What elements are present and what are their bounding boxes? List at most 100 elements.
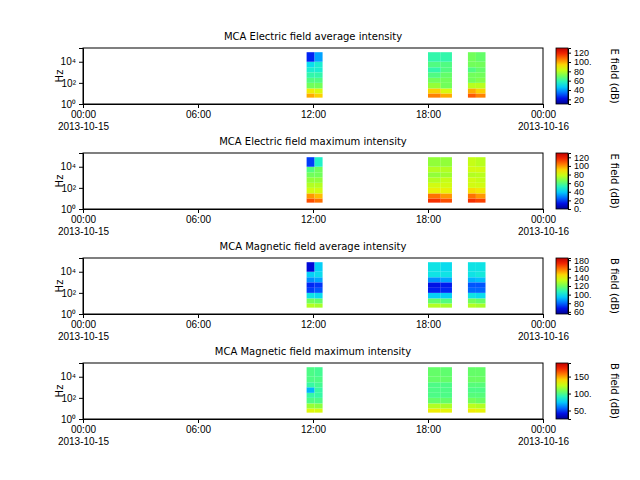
- cell: [468, 403, 476, 408]
- cell: [428, 377, 441, 383]
- tick-mark: [313, 104, 314, 108]
- cell: [468, 303, 476, 307]
- cell: [315, 303, 323, 307]
- cell: [428, 262, 441, 272]
- cell: [315, 72, 323, 78]
- cell: [441, 93, 452, 97]
- cell: [441, 183, 452, 188]
- cell: [468, 408, 476, 412]
- cell: [476, 78, 486, 83]
- cell: [468, 78, 476, 83]
- cell: [307, 167, 315, 173]
- cell: [315, 288, 323, 293]
- cell: [441, 198, 452, 202]
- cell: [307, 293, 315, 299]
- tick-label: 150: [574, 372, 589, 382]
- tick-label: 00:002013-10-16: [518, 109, 570, 132]
- cell: [315, 382, 323, 387]
- cell: [315, 393, 323, 398]
- cell: [428, 67, 441, 72]
- cell: [468, 93, 476, 97]
- cell: [468, 88, 476, 93]
- axis-line: [569, 364, 572, 420]
- cell: [476, 172, 486, 177]
- cell: [307, 157, 315, 167]
- tick-label: 100: [574, 161, 589, 171]
- cell: [468, 288, 476, 293]
- tick-label: 06:00: [186, 319, 211, 330]
- tick-mark: [79, 398, 83, 399]
- cell: [468, 398, 476, 404]
- cell: [476, 303, 486, 307]
- tick-mark: [79, 209, 83, 210]
- panel: 00:002013-10-1506:0012:0018:0000:002013-…: [54, 346, 620, 447]
- cell: [441, 157, 452, 167]
- cell: [315, 272, 323, 278]
- colorbar-axis: 50.100.150: [568, 364, 592, 420]
- cell: [315, 62, 323, 68]
- tick: 10⁰: [61, 309, 83, 320]
- tick: 00:002013-10-16: [518, 419, 570, 447]
- axis-line: [84, 210, 544, 214]
- colorbar-axis: 6080100.120140160180: [568, 256, 592, 318]
- tick-label: 40: [574, 85, 584, 95]
- cell: [315, 157, 323, 167]
- cell: [476, 377, 486, 383]
- cell: [428, 382, 441, 387]
- axis-line: [569, 49, 572, 105]
- tick-mark: [79, 419, 83, 420]
- cell: [307, 288, 315, 293]
- tick-label: 60: [574, 307, 584, 317]
- figure: 00:002013-10-1506:0012:0018:0000:002013-…: [0, 0, 640, 480]
- cell: [441, 67, 452, 72]
- cell: [307, 262, 315, 272]
- cell: [315, 93, 323, 97]
- cell: [468, 72, 476, 78]
- cell: [441, 193, 452, 198]
- cell: [307, 188, 315, 194]
- tick-mark: [568, 303, 571, 304]
- cell: [428, 298, 441, 303]
- cell: [428, 183, 441, 188]
- tick: 00:002013-10-16: [518, 314, 570, 342]
- tick-mark: [568, 209, 571, 210]
- cell: [476, 387, 486, 393]
- cell: [307, 193, 315, 198]
- tick-mark: [543, 314, 544, 318]
- cell: [441, 282, 452, 288]
- colorbar-title: E field (dB): [609, 153, 620, 208]
- cell: [441, 288, 452, 293]
- cell: [307, 272, 315, 278]
- cell: [307, 277, 315, 282]
- axis-title: Hz: [54, 280, 65, 293]
- cell: [428, 303, 441, 307]
- cell: [428, 393, 441, 398]
- cell: [428, 408, 441, 412]
- tick-mark: [543, 209, 544, 213]
- tick: 120: [568, 153, 589, 163]
- cell: [468, 298, 476, 303]
- title: MCA Electric field average intensity: [224, 31, 402, 42]
- tick-label: 06:00: [186, 109, 211, 120]
- axis-line: [569, 154, 572, 210]
- tick-mark: [568, 200, 571, 201]
- cell: [428, 62, 441, 68]
- cell: [307, 403, 315, 408]
- tick-mark: [568, 269, 571, 270]
- tick: 80: [568, 170, 584, 180]
- tick-label: 10⁰: [61, 204, 76, 215]
- tick-mark: [568, 183, 571, 184]
- cell: [468, 157, 476, 167]
- title: MCA Electric field maximum intensity: [219, 136, 407, 147]
- tick: 06:00: [186, 314, 211, 330]
- cell: [428, 198, 441, 202]
- tick-mark: [568, 166, 571, 167]
- cell: [428, 72, 441, 78]
- cell: [476, 83, 486, 89]
- x-axis: 00:002013-10-1506:0012:0018:0000:002013-…: [58, 419, 570, 447]
- tick-label: 100.: [574, 57, 592, 67]
- cell: [315, 298, 323, 303]
- cell: [476, 288, 486, 293]
- cell: [441, 293, 452, 299]
- cell: [428, 93, 441, 97]
